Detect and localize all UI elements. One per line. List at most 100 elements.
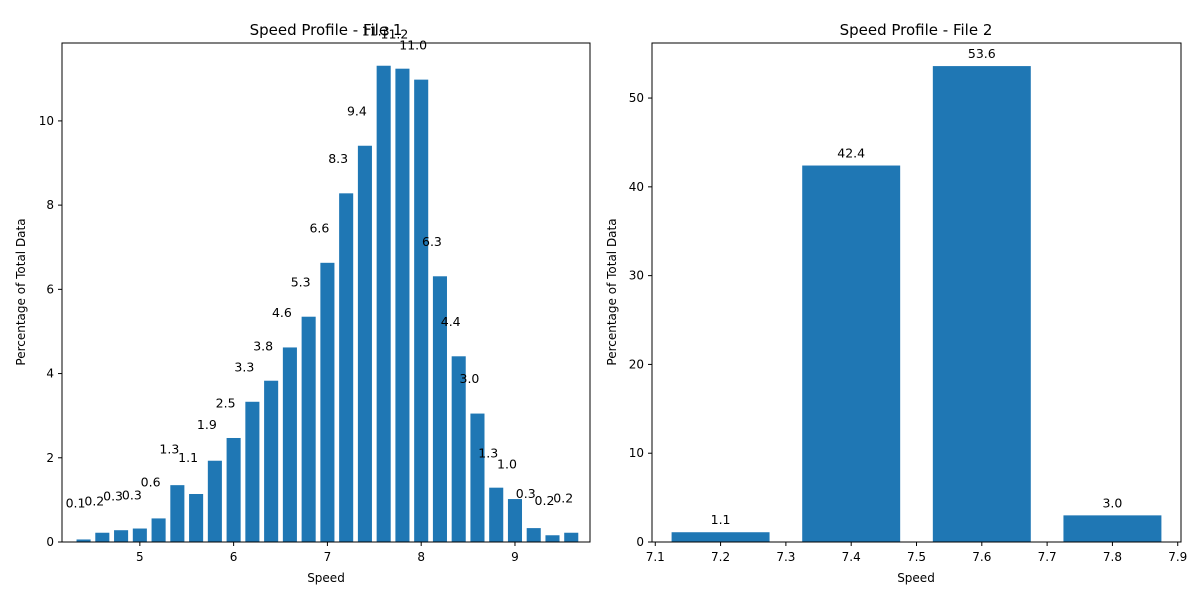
x-tick-label: 7.7 [1038,550,1057,564]
bar [226,437,241,542]
data-label: 4.6 [272,305,292,320]
y-tick-label: 8 [46,198,54,212]
y-tick-label: 6 [46,282,54,296]
bars-group [671,66,1162,542]
data-label: 1.0 [497,457,517,472]
data-label: 11.0 [399,37,427,52]
x-tick-label: 7.6 [972,550,991,564]
bar [132,528,147,542]
x-tick-label: 6 [230,550,238,564]
data-label: 0.2 [553,490,573,505]
data-label: 6.6 [309,220,329,235]
x-tick-label: 7.5 [907,550,926,564]
bar [189,493,204,542]
data-label: 1.3 [159,441,179,456]
y-axis-label: Percentage of Total Data [605,218,619,365]
x-axis-ticks: 5 6 7 8 9 [136,542,519,564]
data-label: 9.4 [347,103,367,118]
bar [451,356,466,542]
data-label: 5.3 [291,274,311,289]
y-tick-label: 40 [629,180,644,194]
y-tick-label: 10 [39,114,54,128]
x-tick-label: 7.8 [1103,550,1122,564]
bar [357,145,372,542]
data-label: 8.3 [328,151,348,166]
x-tick-label: 7.1 [646,550,665,564]
x-tick-label: 7.3 [776,550,795,564]
bar [339,193,354,542]
plot-frame [61,42,591,543]
data-label: 53.6 [968,46,996,61]
bar [545,535,560,542]
chart-panel-file-1: Speed Profile - File 1 0.10.20.30.30.61.… [14,21,591,585]
x-axis-label: Speed [307,571,345,585]
bar [395,68,410,542]
bar [95,532,110,542]
bar [264,380,279,542]
x-tick-label: 7.4 [842,550,861,564]
data-label: 1.3 [478,445,498,460]
data-label: 11.3 [362,23,390,38]
plot-frame [651,42,1182,543]
x-tick-label: 7.2 [711,550,730,564]
bar [489,487,504,542]
data-label: 0.1 [66,496,86,511]
bar [207,460,222,542]
bar [932,66,1031,542]
data-label: 3.8 [253,338,273,353]
data-label: 0.3 [103,488,123,503]
y-tick-label: 20 [629,357,644,371]
data-label: 3.0 [1102,495,1122,510]
data-label: 11.2 [381,26,409,41]
data-label: 0.6 [141,475,161,490]
y-tick-label: 50 [629,91,644,105]
bar [507,499,523,542]
data-label: 1.1 [711,512,731,527]
data-labels-group: 0.10.20.30.30.61.31.11.92.53.33.84.65.36… [66,23,574,510]
y-axis-label: Percentage of Total Data [14,218,28,365]
data-label: 3.3 [234,359,254,374]
data-label: 1.9 [197,417,217,432]
bar [564,532,579,542]
y-tick-label: 4 [46,367,54,381]
bar [170,485,185,542]
chart-title: Speed Profile - File 1 [250,21,403,39]
bar [526,528,541,542]
x-tick-label: 5 [136,550,144,564]
bars-group [76,65,579,543]
bar [414,79,429,543]
data-label: 42.4 [837,146,865,161]
bar [802,165,901,542]
bar [282,347,297,542]
y-tick-label: 2 [46,451,54,465]
bar [320,262,335,542]
chart-panel-file-2: Speed Profile - File 2 1.1 42.4 53.6 3.0 7.… [605,21,1187,585]
y-axis-ticks: 0 10 20 30 40 50 [629,91,652,549]
x-tick-label: 7.9 [1168,550,1187,564]
y-tick-label: 0 [636,535,644,549]
x-axis-label: Speed [897,571,935,585]
data-labels-group: 1.1 42.4 53.6 3.0 [711,46,1123,527]
data-label: 0.3 [122,488,142,503]
bar [76,539,91,542]
bar [470,413,485,542]
x-tick-label: 9 [511,550,519,564]
y-tick-label: 10 [629,446,644,460]
data-label: 2.5 [216,396,236,411]
x-tick-label: 7 [324,550,332,564]
y-tick-label: 30 [629,269,644,283]
bar [114,530,129,542]
bar [376,65,391,542]
data-label: 0.2 [535,493,555,508]
y-axis-ticks: 0 2 4 6 8 10 [39,114,62,549]
bar [432,276,447,542]
data-label: 4.4 [441,314,461,329]
data-label: 1.1 [178,450,198,465]
bar [1063,515,1162,542]
data-label: 0.2 [84,493,104,508]
x-tick-label: 8 [417,550,425,564]
bar [301,316,316,542]
x-axis-ticks: 7.1 7.2 7.3 7.4 7.5 7.6 7.7 7.8 7.9 [646,542,1187,564]
bar [151,518,166,542]
